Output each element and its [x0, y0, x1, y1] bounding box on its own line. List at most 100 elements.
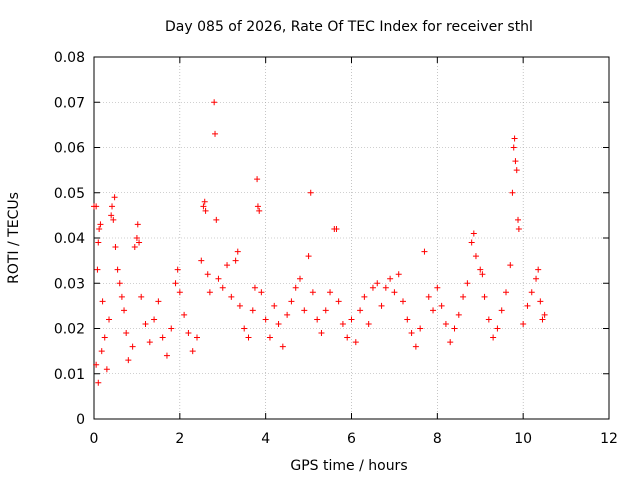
- data-point-marker: [271, 302, 278, 309]
- data-point-marker: [288, 298, 295, 305]
- data-point-marker: [98, 348, 105, 355]
- data-point-marker: [275, 320, 282, 327]
- data-point-marker: [266, 334, 273, 341]
- x-tick-label: 0: [90, 431, 99, 447]
- data-point-marker: [485, 316, 492, 323]
- y-tick-label: 0.04: [54, 231, 85, 247]
- data-point-marker: [361, 293, 368, 300]
- data-point-marker: [335, 298, 342, 305]
- data-point-marker: [215, 275, 222, 282]
- data-point-marker: [513, 167, 520, 174]
- y-tick-label: 0.05: [54, 186, 85, 202]
- chart-title: Day 085 of 2026, Rate Of TEC Index for r…: [165, 19, 533, 35]
- data-point-marker: [533, 275, 540, 282]
- data-point-marker: [391, 289, 398, 296]
- data-point-marker: [185, 330, 192, 337]
- data-point-marker: [455, 311, 462, 318]
- data-point-marker: [234, 248, 241, 255]
- data-point-marker: [404, 316, 411, 323]
- data-point-marker: [507, 262, 514, 269]
- data-point-marker: [123, 330, 130, 337]
- data-point-marker: [138, 293, 145, 300]
- data-point-marker: [112, 244, 119, 251]
- data-point-marker: [442, 320, 449, 327]
- data-point-marker: [251, 284, 258, 291]
- y-tick-label: 0.01: [54, 367, 85, 383]
- x-tick-label: 2: [175, 431, 184, 447]
- data-point-marker: [430, 307, 437, 314]
- y-tick-label: 0.03: [54, 276, 85, 292]
- data-point-marker: [284, 311, 291, 318]
- data-point-marker: [535, 266, 542, 273]
- data-point-marker: [93, 361, 100, 368]
- data-point-marker: [470, 230, 477, 237]
- data-point-marker: [224, 262, 231, 269]
- data-point-marker: [201, 198, 208, 205]
- data-point-marker: [95, 239, 102, 246]
- data-point-marker: [142, 320, 149, 327]
- x-tick-label: 6: [347, 431, 356, 447]
- data-point-marker: [176, 289, 183, 296]
- data-point-marker: [236, 302, 243, 309]
- data-point-marker: [256, 207, 263, 214]
- data-point-marker: [163, 352, 170, 359]
- y-tick-label: 0.08: [54, 50, 85, 66]
- data-point-marker: [301, 307, 308, 314]
- data-point-marker: [327, 289, 334, 296]
- data-point-marker: [118, 293, 125, 300]
- y-tick-labels: 0 0.01 0.02 0.03 0.04 0.05 0.06 0.07 0.08: [54, 50, 85, 428]
- data-point-marker: [200, 203, 207, 210]
- data-point-marker: [511, 135, 518, 142]
- data-point-marker: [189, 348, 196, 355]
- data-point-marker: [408, 330, 415, 337]
- x-tick-label: 8: [433, 431, 442, 447]
- data-point-marker: [520, 320, 527, 327]
- data-point-marker: [198, 257, 205, 264]
- x-tick-label: 10: [514, 431, 532, 447]
- data-point-marker: [94, 266, 101, 273]
- data-point-marker: [174, 266, 181, 273]
- data-point-marker: [93, 203, 100, 210]
- data-point-marker: [111, 194, 118, 201]
- data-point-marker: [134, 221, 141, 228]
- data-point-marker: [103, 366, 110, 373]
- data-point-marker: [468, 239, 475, 246]
- x-tick-labels: 0 2 4 6 8 10 12: [90, 431, 618, 447]
- y-axis-label: ROTI / TECUs: [6, 192, 22, 284]
- data-point-marker: [151, 316, 158, 323]
- data-point-marker: [133, 235, 140, 241]
- data-point-marker: [490, 334, 497, 341]
- data-point-marker: [241, 325, 248, 332]
- data-point-marker: [206, 289, 213, 296]
- data-point-marker: [136, 239, 143, 246]
- data-point-marker: [109, 203, 116, 210]
- data-point-marker: [125, 357, 132, 364]
- data-point-marker: [307, 189, 314, 196]
- data-point-marker: [339, 320, 346, 327]
- data-point-marker: [232, 257, 239, 264]
- data-point-marker: [159, 334, 166, 341]
- data-point-marker: [460, 293, 467, 300]
- data-point-marker: [322, 307, 329, 314]
- data-point-marker: [434, 284, 441, 291]
- data-point-marker: [447, 339, 454, 346]
- data-point-marker: [116, 280, 123, 287]
- y-tick-label: 0: [76, 412, 85, 428]
- data-point-marker: [228, 293, 235, 300]
- data-point-marker: [539, 316, 546, 323]
- data-point-marker: [503, 289, 509, 296]
- data-point-marker: [96, 225, 103, 232]
- data-point-marker: [202, 207, 209, 214]
- data-point-marker: [114, 266, 121, 273]
- x-tick-label: 4: [261, 431, 270, 447]
- data-point-marker: [97, 221, 104, 228]
- data-point-marker: [464, 280, 471, 287]
- data-point-marker: [106, 316, 113, 323]
- data-point-marker: [509, 189, 516, 196]
- data-point-marker: [515, 216, 522, 223]
- data-point-marker: [318, 330, 325, 337]
- data-point-marker: [365, 320, 372, 327]
- data-point-marker: [348, 316, 355, 323]
- data-point-marker: [219, 284, 226, 291]
- data-point-marker: [108, 212, 115, 219]
